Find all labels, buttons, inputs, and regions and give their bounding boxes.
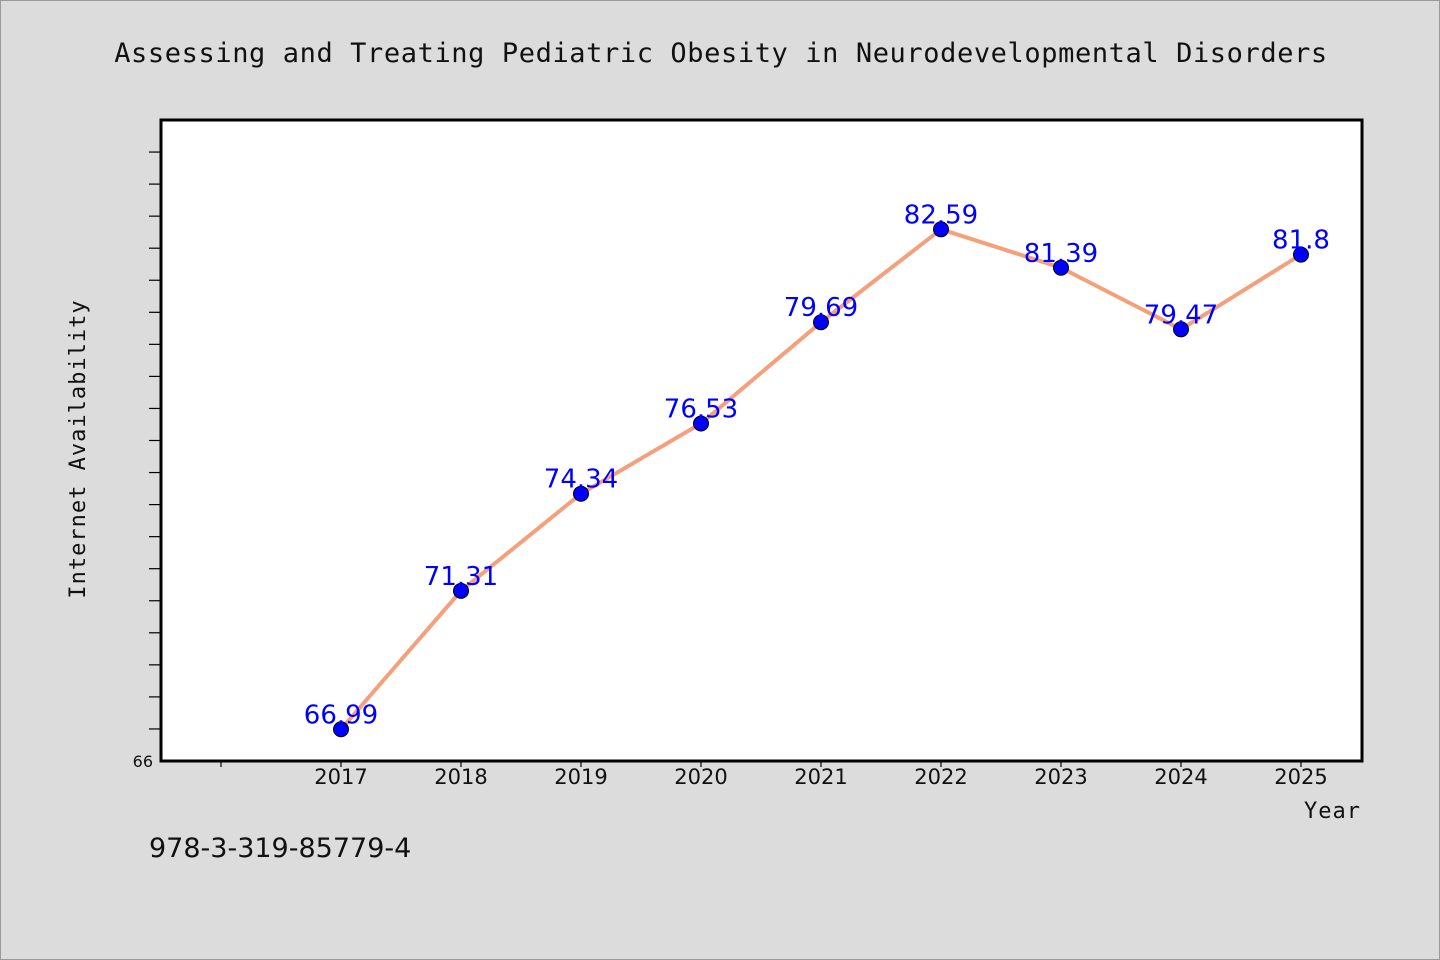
- data-label: 74.34: [544, 465, 618, 495]
- x-axis-ticks: [220, 762, 1302, 767]
- data-label: 82.59: [904, 200, 978, 230]
- data-point: [693, 415, 709, 432]
- data-point: [1053, 259, 1069, 276]
- data-point: [573, 485, 589, 502]
- data-label: 81.39: [1024, 239, 1098, 269]
- data-label: 79.69: [784, 293, 858, 323]
- x-tick-label: 2023: [1034, 765, 1087, 789]
- y-tick-label: 66: [133, 752, 153, 771]
- x-tick-labels: 2017 2018 2019 2020 2021 2022 2023 2024 2025: [314, 765, 1327, 789]
- x-tick-label: 2019: [554, 765, 607, 789]
- y-axis-title: Internet Availability: [66, 299, 91, 598]
- data-label: 79.47: [1144, 300, 1218, 330]
- series-markers: [333, 221, 1309, 738]
- x-tick-label: 2022: [914, 765, 967, 789]
- data-point: [813, 314, 829, 331]
- chart-title: Assessing and Treating Pediatric Obesity…: [114, 38, 1328, 69]
- data-point: [1293, 246, 1309, 263]
- data-point: [333, 721, 349, 738]
- data-label: 76.53: [664, 395, 738, 425]
- data-label: 71.31: [424, 562, 498, 592]
- x-tick-label: 2021: [794, 765, 847, 789]
- x-tick-label: 2024: [1154, 765, 1207, 789]
- x-tick-label: 2025: [1274, 765, 1327, 789]
- data-label: 66.99: [304, 700, 378, 730]
- plot-area: [159, 118, 1364, 763]
- data-point: [453, 582, 469, 599]
- y-tick-labels: 66: [133, 752, 153, 771]
- isbn-text: 978-3-319-85779-4: [149, 833, 412, 864]
- data-point: [1173, 321, 1189, 338]
- x-tick-label: 2020: [674, 765, 727, 789]
- y-axis-ticks: [149, 151, 160, 730]
- data-point: [933, 221, 949, 238]
- data-labels: 66.99 71.31 74.34 76.53 79.69 82.59 81.39 79.47…: [304, 200, 1330, 730]
- x-tick-label: 2018: [434, 765, 487, 789]
- x-tick-label: 2017: [314, 765, 367, 789]
- data-label: 81.8: [1272, 226, 1330, 256]
- x-axis-title: Year: [1304, 799, 1361, 824]
